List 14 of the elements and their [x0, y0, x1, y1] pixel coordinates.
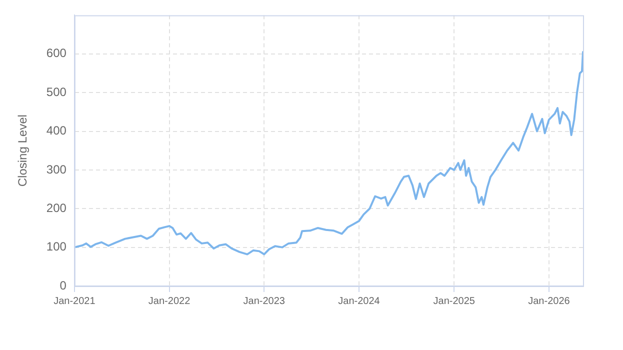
x-tick-label: Jan-2026 [528, 296, 570, 307]
y-tick-label: 100 [46, 240, 67, 254]
y-tick-label: 300 [46, 162, 67, 176]
y-tick-label: 200 [46, 200, 67, 215]
x-tick-label: Jan-2023 [243, 296, 286, 307]
y-tick-label: 400 [46, 124, 67, 138]
x-tick-label: Jan-2024 [338, 296, 380, 307]
x-tick-label: Jan-2025 [433, 296, 476, 307]
x-tick-label: Jan-2021 [54, 296, 96, 307]
x-tick-label: Jan-2022 [148, 296, 191, 307]
y-tick-label: 600 [46, 46, 67, 60]
y-tick-label: 500 [46, 84, 67, 99]
y-axis-title: Closing Level [16, 114, 30, 187]
y-tick-label: 0 [60, 278, 67, 292]
